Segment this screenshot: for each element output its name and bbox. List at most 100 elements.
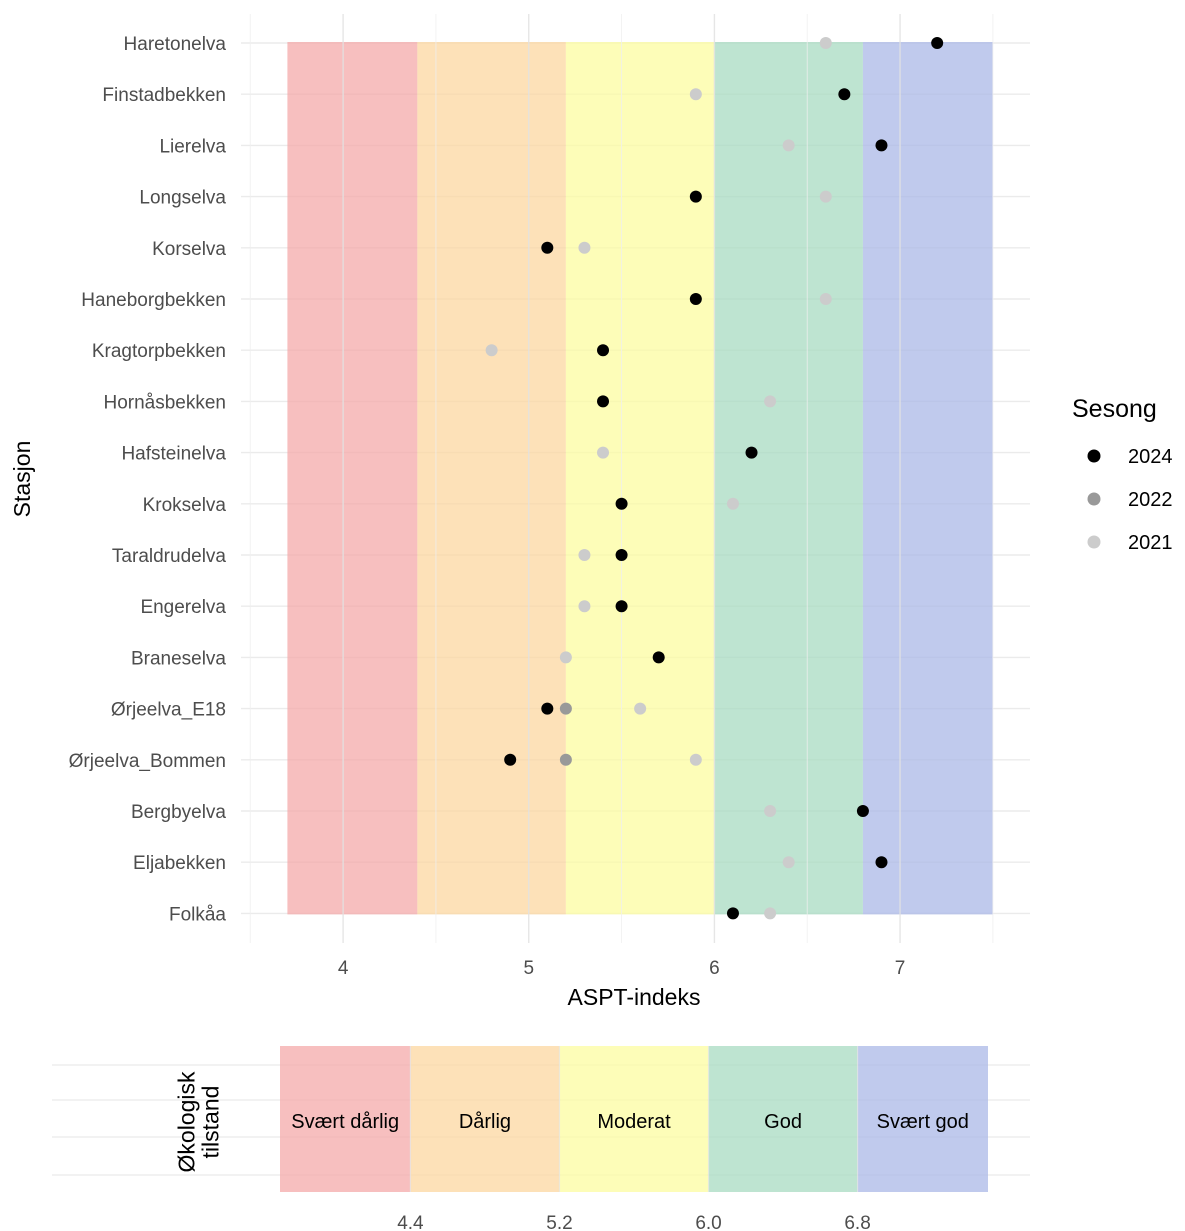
y-tick-haretonelva: Haretonelva <box>124 34 227 55</box>
y-tick-ørjeelva-bommen: Ørjeelva_Bommen <box>69 751 226 772</box>
x-axis-title: ASPT-indeks <box>568 984 701 1010</box>
boundary-tick-labels: 4.4 5.2 6.0 6.8 <box>397 1213 871 1231</box>
point-2021-hornåsbekken <box>764 395 777 408</box>
point-2024-taraldrudelva <box>615 549 628 561</box>
condition-axis-title-line-2: tilstand <box>198 1086 224 1159</box>
class-bar-moderat <box>559 1046 709 1192</box>
point-2021-eljabekken <box>782 856 795 869</box>
y-tick-hornåsbekken: Hornåsbekken <box>103 392 226 413</box>
point-2021-haneborgbekken <box>819 293 832 305</box>
legend-label-2022: 2022 <box>1128 489 1173 511</box>
y-tick-kragtorpbekken: Kragtorpbekken <box>92 341 226 362</box>
condition-axis-title: Økologisktilstand <box>174 1071 224 1172</box>
point-2021-krokselva <box>726 497 739 510</box>
class-label-moderat: Moderat <box>597 1111 671 1133</box>
y-tick-bergbyelva: Bergbyelva <box>131 802 226 823</box>
class-label-god: God <box>764 1111 802 1133</box>
point-2021-finstadbekken <box>689 88 702 101</box>
y-tick-eljabekken: Eljabekken <box>133 853 226 874</box>
class-label-svært-dårlig: Svært dårlig <box>291 1111 399 1133</box>
point-2024-ørjeelva-bommen <box>504 753 517 766</box>
band-svært-dårlig <box>287 42 418 915</box>
y-tick-ørjeelva-e18: Ørjeelva_E18 <box>111 700 226 721</box>
point-2024-ørjeelva-e18 <box>541 702 554 715</box>
point-2024-braneselva <box>652 651 665 664</box>
point-2021-kragtorpbekken <box>485 344 498 357</box>
point-2024-lierelva <box>875 139 888 152</box>
class-bar-svært-dårlig <box>280 1046 411 1192</box>
class-label-svært-god: Svært god <box>877 1111 969 1133</box>
legend-label-2021: 2021 <box>1128 532 1173 554</box>
band-dårlig <box>417 42 566 915</box>
point-2024-haneborgbekken <box>689 293 702 305</box>
point-2024-kragtorpbekken <box>597 344 610 357</box>
point-2021-hafsteinelva <box>597 446 610 459</box>
point-2021-korselva <box>578 241 591 254</box>
point-2022-ørjeelva-e18 <box>559 702 572 715</box>
point-2024-engerelva <box>615 600 628 613</box>
band-svært-god <box>862 42 993 915</box>
y-tick-haneborgbekken: Haneborgbekken <box>81 290 226 311</box>
condition-axis-title-line-1: Økologisk <box>174 1071 200 1172</box>
point-2021-braneselva <box>559 651 572 664</box>
point-2024-hafsteinelva <box>745 446 758 459</box>
point-2024-haretonelva <box>931 37 944 49</box>
y-tick-lierelva: Lierelva <box>159 136 226 157</box>
x-tick-7: 7 <box>895 958 906 979</box>
y-tick-hafsteinelva: Hafsteinelva <box>121 444 226 465</box>
boundary-tick-6-0: 6.0 <box>695 1213 721 1231</box>
x-tick-labels: 4 5 6 7 <box>338 958 906 979</box>
point-2021-haretonelva <box>819 37 832 49</box>
x-tick-4: 4 <box>338 958 349 979</box>
point-2022-ørjeelva-bommen <box>559 753 572 766</box>
band-moderat <box>565 42 715 915</box>
y-tick-krokselva: Krokselva <box>143 495 227 516</box>
condition-class-panel: Svært dårlig Dårlig Moderat God Svært god 4.… <box>52 1046 1030 1231</box>
point-2024-folkåa <box>726 907 739 920</box>
point-2021-folkåa <box>764 907 777 920</box>
boundary-tick-5-2: 5.2 <box>546 1213 572 1231</box>
y-tick-taraldrudelva: Taraldrudelva <box>112 546 226 567</box>
point-2021-longselva <box>819 190 832 203</box>
class-bar-svært-god <box>857 1046 988 1192</box>
y-tick-folkåa: Folkåa <box>169 904 226 925</box>
legend-title: Sesong <box>1072 395 1157 423</box>
x-tick-5: 5 <box>523 958 534 979</box>
point-2021-taraldrudelva <box>578 549 591 561</box>
legend-key-2021 <box>1087 535 1101 549</box>
class-bar-god <box>708 1046 858 1192</box>
class-bar-dårlig <box>410 1046 560 1192</box>
y-tick-braneselva: Braneselva <box>131 648 226 669</box>
point-2024-korselva <box>541 241 554 254</box>
point-2024-eljabekken <box>875 856 888 869</box>
boundary-tick-4-4: 4.4 <box>397 1213 424 1231</box>
y-tick-engerelva: Engerelva <box>140 597 226 618</box>
y-tick-korselva: Korselva <box>152 239 226 260</box>
point-2021-lierelva <box>782 139 795 152</box>
point-2021-engerelva <box>578 600 591 613</box>
y-tick-finstadbekken: Finstadbekken <box>102 85 226 106</box>
y-tick-longselva: Longselva <box>139 188 226 209</box>
point-2024-longselva <box>689 190 702 203</box>
condition-bands <box>287 42 993 915</box>
x-tick-6: 6 <box>709 958 720 979</box>
y-tick-labels: Haretonelva Finstadbekken Lierelva Longselv… <box>69 34 227 925</box>
class-label-dårlig: Dårlig <box>459 1111 511 1133</box>
point-2021-bergbyelva <box>764 805 777 817</box>
point-2021-ørjeelva-e18 <box>634 702 647 715</box>
main-vertical-gridlines <box>249 14 994 943</box>
point-2021-ørjeelva-bommen <box>689 753 702 766</box>
point-2024-finstadbekken <box>838 88 851 101</box>
legend-key-2022 <box>1087 492 1101 506</box>
point-2024-hornåsbekken <box>597 395 610 408</box>
legend-label-2024: 2024 <box>1128 446 1173 468</box>
band-god <box>714 42 863 915</box>
legend-key-2024 <box>1087 449 1101 463</box>
data-points <box>485 37 944 920</box>
condition-class-bars: Svært dårlig Dårlig Moderat God Svært god <box>280 1046 988 1192</box>
legend: Sesong 2024 2022 2021 <box>1072 395 1173 554</box>
y-axis-title: Stasjon <box>9 441 35 518</box>
point-2024-krokselva <box>615 497 628 510</box>
main-plot-panel: Haretonelva Finstadbekken Lierelva Longselv… <box>69 14 1030 979</box>
